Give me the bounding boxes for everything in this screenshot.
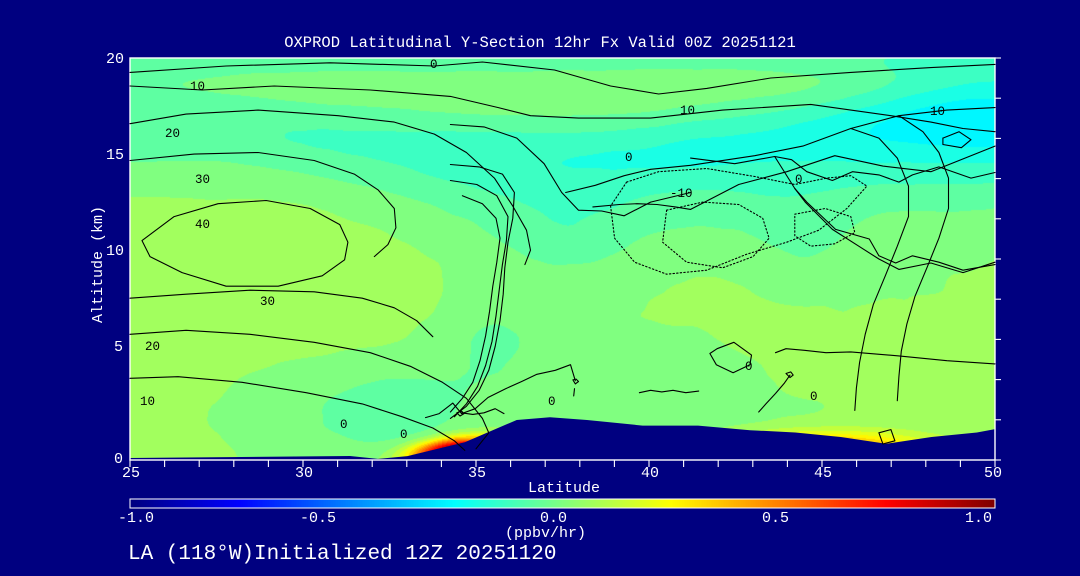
svg-text:0: 0	[340, 418, 348, 432]
svg-text:10: 10	[140, 395, 155, 409]
svg-text:20: 20	[145, 340, 160, 354]
svg-text:0: 0	[430, 58, 438, 72]
svg-text:30: 30	[260, 295, 275, 309]
svg-text:0: 0	[745, 360, 753, 374]
svg-text:20: 20	[165, 127, 180, 141]
svg-text:0: 0	[400, 428, 408, 442]
svg-text:0: 0	[795, 173, 803, 187]
svg-text:0: 0	[548, 395, 556, 409]
svg-text:0: 0	[810, 390, 818, 404]
svg-text:10: 10	[930, 105, 945, 119]
svg-text:10: 10	[190, 80, 205, 94]
svg-text:0: 0	[625, 151, 633, 165]
svg-text:10: 10	[680, 104, 695, 118]
svg-text:30: 30	[195, 173, 210, 187]
svg-text:-10: -10	[670, 187, 693, 201]
svg-text:40: 40	[195, 218, 210, 232]
